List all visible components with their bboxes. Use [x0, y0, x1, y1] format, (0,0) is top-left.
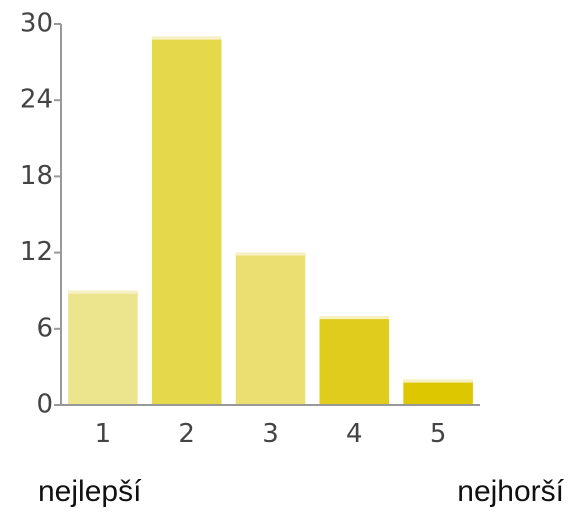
bar-highlight	[235, 252, 306, 256]
bar-highlight	[319, 316, 390, 320]
y-tick-label: 18	[20, 161, 53, 191]
bar-highlight	[68, 290, 138, 294]
x-axis-labels: 1 2 3 4 5	[95, 419, 447, 449]
y-tick-label: 12	[20, 237, 53, 267]
x-tick-label: 3	[262, 419, 279, 449]
bar-highlight	[403, 379, 473, 383]
x-tick-label: 4	[346, 419, 363, 449]
bar-1	[68, 290, 138, 405]
x-tick-label: 5	[430, 419, 447, 449]
bar-4	[319, 316, 390, 405]
x-tick-label: 2	[178, 419, 195, 449]
bar-2	[151, 36, 222, 405]
x-tick-label: 1	[95, 419, 112, 449]
bar-5	[403, 379, 473, 405]
bar-3	[235, 252, 306, 405]
y-tick-label: 30	[20, 9, 53, 39]
y-tick-label: 24	[20, 85, 53, 115]
y-tick-label: 0	[36, 390, 53, 420]
bars	[68, 36, 473, 405]
bar-highlight	[151, 36, 222, 40]
scale-best-label: nejlepší	[38, 475, 142, 508]
scale-worst-label: nejhorší	[457, 475, 564, 508]
y-axis-ticks: 0 6 12 18 24 30	[20, 9, 61, 420]
y-tick-label: 6	[36, 313, 53, 343]
